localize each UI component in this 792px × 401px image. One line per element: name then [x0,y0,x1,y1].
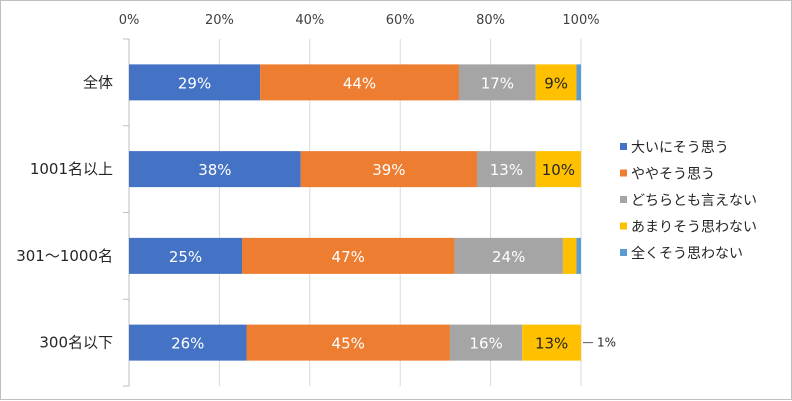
legend-label: あまりそう思わない [631,220,757,236]
data-label: 47% [332,248,365,266]
category-label: 300名以下 [39,334,113,352]
bar-segment [242,237,455,274]
bar-segment [458,64,536,101]
bar-segment [129,151,301,188]
bar-segment [535,151,581,188]
x-tick-label: 40% [295,13,324,28]
data-label: 24% [492,248,525,266]
category-label: 301～1000名 [16,247,113,265]
x-tick-label: 0% [119,13,140,28]
data-label: 16% [469,335,502,353]
data-label: 13% [490,161,523,179]
bar-segment [260,64,459,101]
x-tick-label: 20% [205,13,234,28]
bar-segment [535,64,577,101]
bar-segment [449,324,523,361]
data-label: 39% [372,161,405,179]
data-label: 26% [171,335,204,353]
annotation-label: 1% [597,336,616,350]
bar-segment [129,64,261,101]
legend-label: どちらとも言えない [631,193,757,209]
legend-swatch [620,143,627,150]
bar-segment [576,237,581,274]
data-label: 9% [544,74,568,92]
bar-segment [129,324,247,361]
legend-swatch [620,222,627,230]
legend-swatch [620,196,627,203]
data-label: 17% [481,74,514,92]
data-label: 25% [169,248,202,266]
legend-swatch [620,169,627,177]
category-label: 1001名以上 [30,160,113,178]
x-tick-label: 60% [386,13,415,28]
legend-label: ややそう思う [631,167,715,183]
x-tick-label: 100% [562,13,599,28]
bar-segment [477,151,536,188]
legend-label: 全くそう思わない [631,245,743,262]
category-label: 全体 [83,73,113,91]
data-label: 13% [535,335,568,353]
x-tick-label: 80% [476,13,505,28]
bar-segment [300,151,478,188]
bar-segment [129,237,242,274]
legend-label: 大いにそう思う [631,140,729,156]
data-label: 38% [198,161,231,179]
bar-segment [562,237,577,274]
data-label: 10% [542,161,575,179]
data-label: 44% [343,74,376,92]
data-label: 45% [332,335,365,353]
data-label: 29% [178,74,211,92]
bar-segment [246,324,450,361]
bar-segment [454,237,563,274]
bar-segment [522,324,581,361]
legend-swatch [620,249,627,256]
bar-segment [576,64,581,101]
